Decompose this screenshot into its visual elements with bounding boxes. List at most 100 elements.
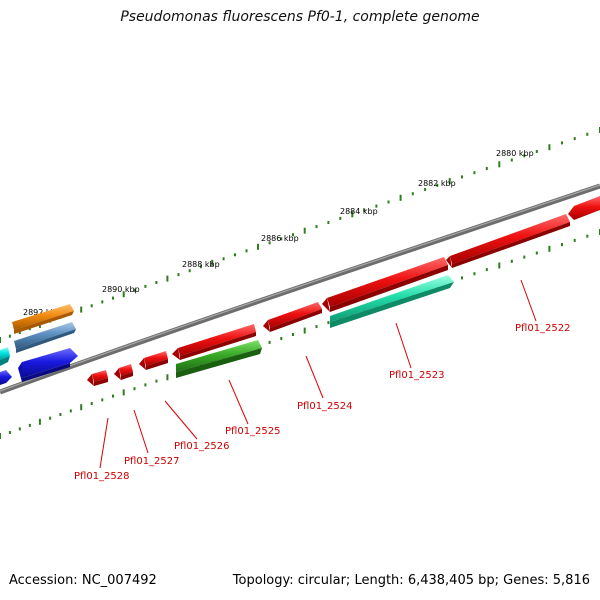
outer-scale-minor-tick <box>523 154 526 158</box>
gene-pfl01-2528-arrow[interactable] <box>114 364 133 380</box>
gene-blue-partial-arrow[interactable] <box>0 370 12 385</box>
inner-scale-minor-tick <box>485 268 488 272</box>
inner-scale-minor-tick <box>523 255 526 259</box>
genome-backbone-highlight <box>0 184 600 392</box>
gene-leader-lines <box>99 279 537 469</box>
outer-scale-minor-tick <box>222 257 225 261</box>
scale-label-2890kbp: 2890 kbp <box>102 285 140 294</box>
gene-pfl01-2523-arrow[interactable] <box>330 275 454 328</box>
inner-scale-minor-tick <box>90 402 93 405</box>
inner-scale-minor-tick <box>49 416 52 420</box>
inner-scale-minor-tick <box>133 387 136 391</box>
outer-scale-minor-tick <box>375 204 378 208</box>
gene-label-pfl01-2525[interactable]: Pfl01_2525 <box>225 426 281 437</box>
outer-scale-major-tick <box>448 178 451 185</box>
inner-scale-minor-tick <box>473 272 476 276</box>
outer-scale-minor-tick <box>436 183 439 187</box>
inner-scale-minor-tick <box>586 234 589 238</box>
outer-scale-minor-tick <box>485 167 488 170</box>
inner-scale-minor-tick <box>461 276 463 280</box>
inner-scale-minor-tick <box>28 423 31 427</box>
outer-scale-minor-tick <box>424 188 427 191</box>
outer-scale-minor-tick <box>245 249 248 253</box>
outer-scale-major-tick <box>351 211 354 218</box>
outer-scale-minor-tick <box>133 288 136 292</box>
gene-label-pfl01-2522[interactable]: Pfl01_2522 <box>515 323 571 334</box>
scale-label-2882kbp: 2882 kbp <box>418 179 456 188</box>
gene-red-small-left-arrow[interactable] <box>87 370 108 386</box>
inner-scale-minor-tick <box>510 259 513 263</box>
gene-label-pfl01-2526[interactable]: Pfl01_2526 <box>174 441 230 452</box>
scale-label-2892kbp: 2892 kbp <box>23 308 61 317</box>
inner-scale-major-tick <box>0 433 1 439</box>
gene-pfl01-2525-arrow[interactable] <box>263 302 322 332</box>
scale-label-2888kbp: 2888 kbp <box>182 260 220 269</box>
gene-track-reverse <box>176 275 454 378</box>
gene-track-forward <box>87 196 600 386</box>
inner-scale-minor-tick <box>101 398 104 402</box>
gene-cyan-partial-arrow[interactable] <box>0 347 10 366</box>
outer-scale-minor-tick <box>461 175 463 179</box>
gene-pfl01-2522-arrow[interactable] <box>446 214 570 268</box>
genome-backbone-line <box>0 183 600 395</box>
genes-value: 5,816 <box>552 573 590 588</box>
inner-scale-minor-tick <box>573 238 576 242</box>
outer-scale-minor-tick <box>535 150 538 153</box>
gene-steelblue-arrow[interactable] <box>14 322 76 353</box>
separator-1: ; <box>345 573 351 588</box>
gene-label-pfl01-2528[interactable]: Pfl01_2528 <box>74 471 130 482</box>
outer-scale-minor-tick <box>473 171 476 175</box>
outer-scale-minor-tick <box>112 296 114 300</box>
gene-pfl01-2524-arrow[interactable] <box>322 257 448 312</box>
outer-scale-minor-tick <box>101 300 104 304</box>
outer-scale-minor-tick <box>363 208 366 212</box>
gene-label-pfl01-2527[interactable]: Pfl01_2527 <box>124 456 180 467</box>
gene-label-pfl01-2523[interactable]: Pfl01_2523 <box>389 370 445 381</box>
gene-green-arrow[interactable] <box>176 340 262 378</box>
gene-pfl01-2527-arrow[interactable] <box>139 351 168 370</box>
outer-scale-major-tick <box>166 275 169 282</box>
inner-scale-major-tick <box>80 404 83 411</box>
outer-scale-major-tick <box>399 194 402 201</box>
accession-label: Accession: <box>9 573 78 588</box>
outer-scale-minor-tick <box>268 241 271 245</box>
outer-scale-major-tick <box>303 227 306 234</box>
gene-label-pfl01-2524[interactable]: Pfl01_2524 <box>297 401 353 412</box>
scale-labels: 2880 kbp 2882 kbp 2884 kbp 2886 kbp 2888… <box>23 149 534 317</box>
outer-scale-minor-tick <box>177 273 180 277</box>
outer-scale-minor-tick <box>339 216 342 220</box>
inner-scale-minor-tick <box>112 394 114 398</box>
outer-scale-minor-tick <box>411 192 414 196</box>
inner-scale-major-tick <box>303 327 306 334</box>
inner-scale-major-tick <box>548 245 551 252</box>
outer-scale-major-tick <box>548 144 551 151</box>
inner-scale-minor-tick <box>144 383 147 387</box>
inner-scale-minor-tick <box>155 379 158 383</box>
outer-scale-minor-tick <box>315 225 318 229</box>
inner-scale-minor-tick <box>8 431 11 434</box>
outer-scale-minor-tick <box>327 221 330 224</box>
scale-label-2886kbp: 2886 kbp <box>261 234 299 243</box>
outer-scale-minor-tick <box>18 331 21 334</box>
inner-scale-minor-tick <box>268 340 271 344</box>
gene-orange-arrow[interactable] <box>12 304 74 334</box>
outer-scale-minor-tick <box>387 200 390 204</box>
gene-pfl01-2526-arrow[interactable] <box>172 324 256 360</box>
outer-scale-major-tick <box>122 291 125 298</box>
outer-scale-minor-tick <box>188 269 191 273</box>
length-label: Length: <box>354 573 404 588</box>
outer-scale-major-tick <box>498 161 501 168</box>
gene-labels: Pfl01_2522 Pfl01_2523 Pfl01_2524 Pfl01_2… <box>74 323 571 482</box>
genome-summary-text: Topology: circular; Length: 6,438,405 bp… <box>233 573 590 588</box>
gene-pfl01-2521-arrow[interactable] <box>568 196 600 220</box>
inner-scale-minor-tick <box>535 251 538 255</box>
outer-scale-ticks <box>0 127 600 343</box>
separator-2: ; <box>494 573 500 588</box>
outer-scale-minor-tick <box>573 137 576 141</box>
inner-scale-major-tick <box>122 389 125 396</box>
scale-label-2880kbp: 2880 kbp <box>496 149 534 158</box>
inner-scale-minor-tick <box>59 413 62 416</box>
gene-blue-large-arrow[interactable] <box>18 348 78 382</box>
